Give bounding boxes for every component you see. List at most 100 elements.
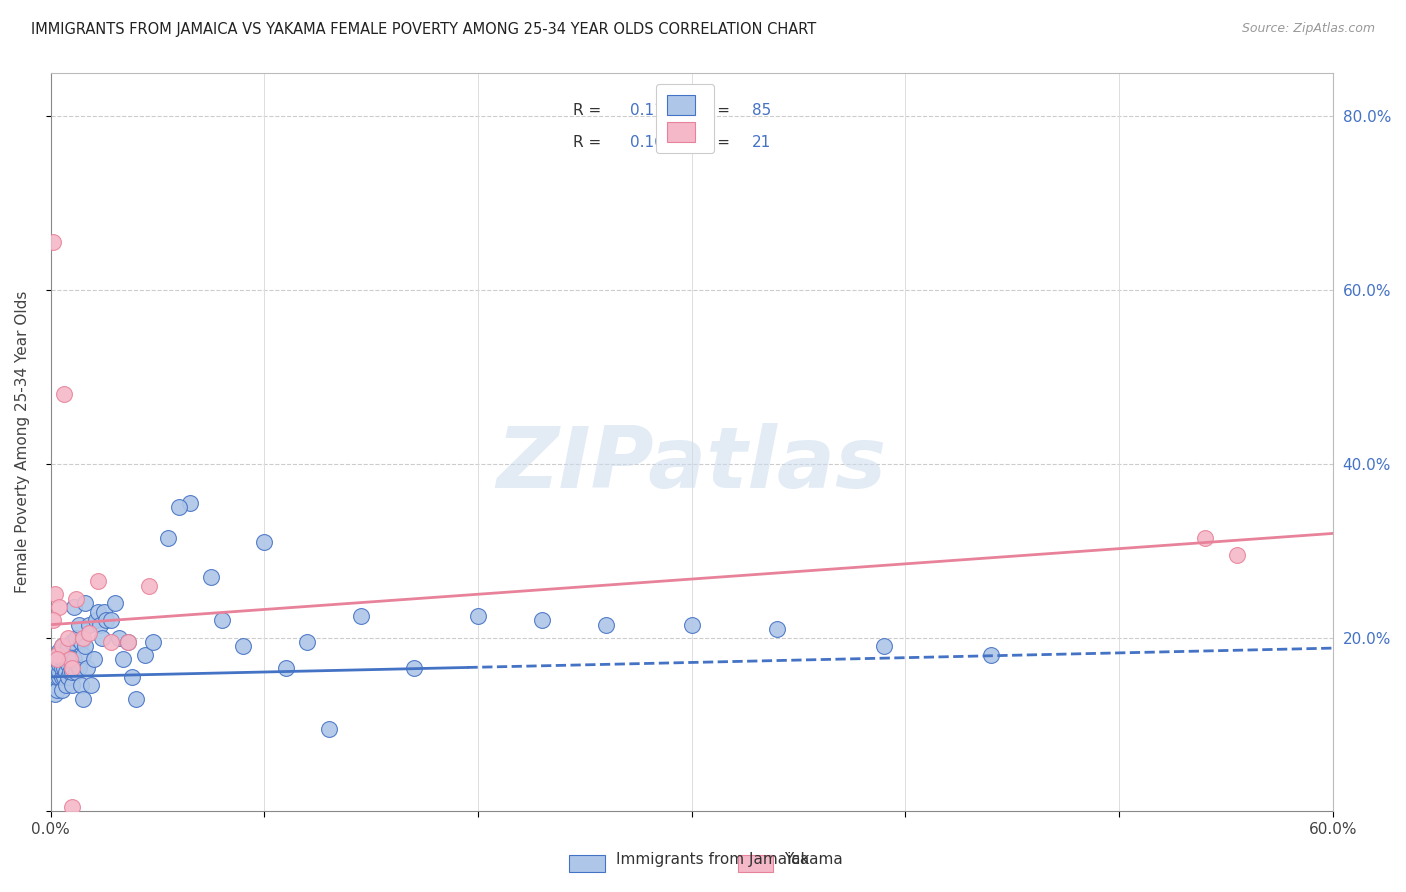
Point (44, 670, 66, 684)
Point (73, 596, 96, 610)
Point (232, 640, 254, 654)
Point (48, 665, 70, 680)
Point (59, 652, 82, 666)
Point (44, 652, 66, 666)
Point (79, 617, 101, 632)
Point (48, 670, 70, 684)
Point (72, 631, 94, 645)
Point (112, 652, 135, 666)
Text: IMMIGRANTS FROM JAMAICA VS YAKAMA FEMALE POVERTY AMONG 25-34 YEAR OLDS CORRELATI: IMMIGRANTS FROM JAMAICA VS YAKAMA FEMALE… (31, 22, 815, 37)
Point (44, 687, 66, 701)
Point (56, 670, 79, 684)
Point (402, 661, 425, 675)
Point (67, 661, 90, 675)
Point (167, 500, 190, 515)
Point (117, 635, 139, 649)
Point (67, 617, 90, 632)
Point (87, 605, 110, 619)
Point (72, 648, 94, 662)
Text: R =: R = (572, 103, 600, 118)
Text: Immigrants from Jamaica: Immigrants from Jamaica (616, 852, 808, 867)
Text: N =: N = (700, 103, 730, 118)
Point (60, 678, 83, 692)
Point (274, 661, 297, 675)
Point (51, 670, 73, 684)
Point (531, 613, 554, 627)
Point (48, 644, 70, 658)
Point (104, 596, 127, 610)
Point (1194, 531, 1216, 545)
Point (595, 617, 617, 632)
Point (56, 657, 79, 671)
Point (46, 670, 69, 684)
Point (766, 622, 789, 636)
Point (179, 496, 201, 510)
Point (60, 635, 83, 649)
Point (65, 591, 87, 606)
Point (117, 635, 139, 649)
Point (42, 678, 65, 692)
Bar (569, 855, 605, 872)
Point (87, 574, 110, 589)
Point (42, 235, 65, 250)
Point (51, 640, 73, 654)
Point (60, 661, 83, 675)
Text: Source: ZipAtlas.com: Source: ZipAtlas.com (1241, 22, 1375, 36)
Point (42, 665, 65, 680)
Text: 21: 21 (752, 135, 772, 150)
Point (157, 531, 180, 545)
Point (100, 635, 122, 649)
Point (980, 648, 1002, 662)
Point (46, 648, 69, 662)
Point (48, 657, 70, 671)
Text: R =: R = (572, 135, 600, 150)
Point (253, 535, 276, 549)
Point (80, 678, 103, 692)
Point (211, 613, 233, 627)
Point (46, 652, 69, 666)
Point (44, 661, 66, 675)
Point (108, 631, 131, 645)
Point (55, 665, 77, 680)
Point (467, 609, 489, 624)
Point (63, 600, 86, 615)
Point (48, 600, 70, 615)
Point (318, 722, 340, 736)
Point (83, 652, 105, 666)
Point (59, 652, 82, 666)
Point (200, 570, 222, 584)
Point (56, 631, 79, 645)
Point (46, 682, 69, 697)
Point (134, 648, 156, 662)
Point (100, 613, 122, 627)
Text: 85: 85 (752, 103, 772, 118)
Text: Yakama: Yakama (785, 852, 844, 867)
Point (138, 578, 160, 592)
Point (72, 691, 94, 706)
Point (93, 605, 115, 619)
Point (84, 613, 107, 627)
Point (55, 652, 77, 666)
Text: 0.165: 0.165 (630, 135, 673, 150)
Point (63, 652, 86, 666)
Point (65, 665, 87, 680)
Point (349, 609, 371, 624)
Point (56, 640, 79, 654)
Point (73, 640, 96, 654)
Point (59, 665, 82, 680)
Point (51, 640, 73, 654)
Point (1226, 548, 1249, 562)
Point (46, 661, 69, 675)
Point (51, 682, 73, 697)
Point (681, 617, 703, 632)
Point (96, 613, 118, 627)
Text: N =: N = (700, 135, 730, 150)
Point (44, 678, 66, 692)
Text: 0.112: 0.112 (630, 103, 673, 118)
Y-axis label: Female Poverty Among 25-34 Year Olds: Female Poverty Among 25-34 Year Olds (15, 291, 30, 593)
Point (91, 631, 114, 645)
Point (55, 678, 77, 692)
Point (125, 691, 148, 706)
Point (52, 652, 75, 666)
Point (60, 665, 83, 680)
